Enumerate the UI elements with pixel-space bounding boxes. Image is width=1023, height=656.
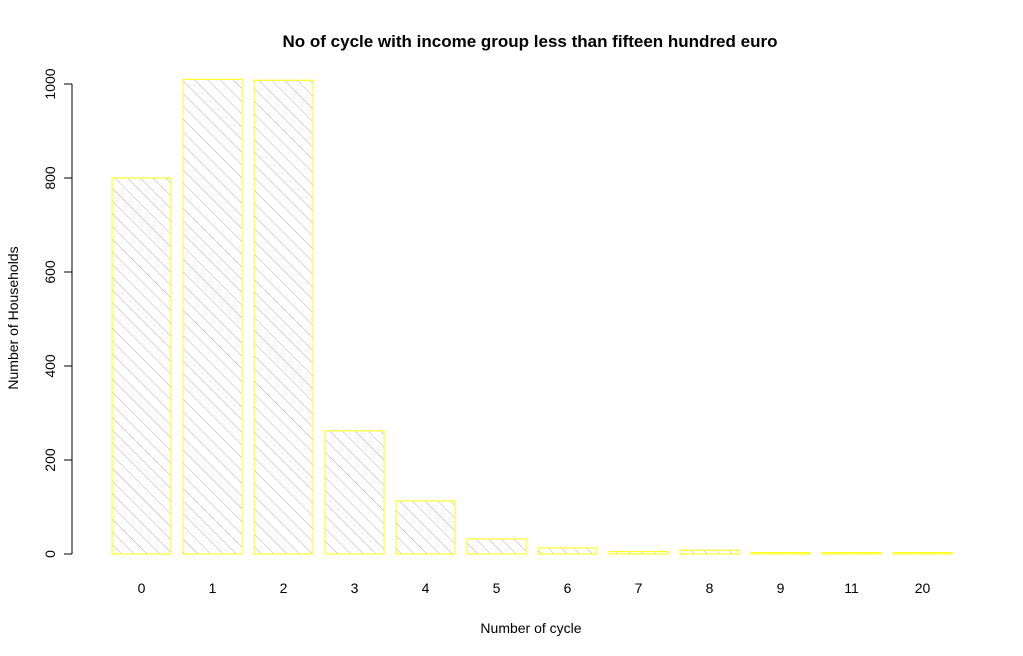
bar-9: [750, 552, 811, 555]
chart-title: No of cycle with income group less than …: [283, 32, 778, 51]
x-tick-label: 2: [280, 580, 288, 596]
x-tick-label: 8: [706, 580, 714, 596]
bar-3: [324, 430, 385, 555]
bar-1: [182, 78, 243, 555]
bar-6: [537, 547, 598, 555]
bar-4: [395, 500, 456, 555]
x-tick-label: 3: [351, 580, 359, 596]
bar-5: [466, 538, 527, 555]
x-tick-label: 6: [564, 580, 572, 596]
x-tick-label: 11: [844, 580, 859, 596]
y-tick-label: 400: [42, 354, 58, 378]
x-tick-label: 7: [635, 580, 643, 596]
y-axis: 0 200 400 600 800 1000: [42, 68, 73, 558]
x-tick-label: 20: [915, 580, 931, 596]
bar-7: [608, 551, 669, 555]
y-tick-label: 600: [42, 260, 58, 284]
x-tick-label: 0: [138, 580, 146, 596]
x-tick-label: 9: [777, 580, 785, 596]
y-tick-label: 1000: [42, 68, 58, 99]
y-tick-label: 800: [42, 166, 58, 190]
x-tick-labels: 0 1 2 3 4 5 6 7 8 9 11 20: [138, 580, 931, 596]
bars-group: [111, 78, 953, 555]
y-tick-label: 200: [42, 448, 58, 472]
bar-2: [253, 79, 314, 555]
y-axis-label: Number of Households: [5, 246, 21, 389]
x-tick-label: 1: [209, 580, 217, 596]
bar-11: [821, 552, 882, 555]
y-tick-label: 0: [42, 550, 58, 558]
bar-8: [679, 549, 740, 555]
x-tick-label: 5: [493, 580, 501, 596]
bar-0: [111, 177, 172, 555]
x-tick-label: 4: [422, 580, 430, 596]
x-axis-label: Number of cycle: [480, 620, 581, 636]
bar-20: [892, 552, 953, 555]
